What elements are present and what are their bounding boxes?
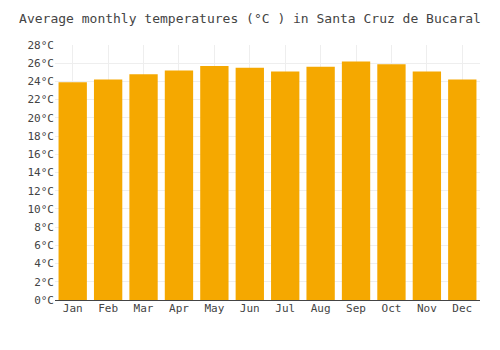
svg-text:6°C: 6°C — [34, 239, 54, 252]
svg-text:Jun: Jun — [240, 302, 260, 315]
svg-text:Oct: Oct — [382, 302, 402, 315]
svg-text:26°C: 26°C — [28, 57, 55, 70]
svg-text:22°C: 22°C — [28, 93, 55, 106]
svg-text:10°C: 10°C — [28, 203, 55, 216]
svg-text:Feb: Feb — [98, 302, 118, 315]
svg-text:4°C: 4°C — [34, 257, 54, 270]
svg-text:Apr: Apr — [169, 302, 189, 315]
svg-text:Aug: Aug — [311, 302, 331, 315]
svg-text:May: May — [204, 302, 224, 315]
svg-text:Mar: Mar — [134, 302, 154, 315]
svg-text:8°C: 8°C — [34, 221, 54, 234]
svg-text:28°C: 28°C — [28, 39, 55, 52]
svg-text:Jul: Jul — [275, 302, 295, 315]
svg-text:Sep: Sep — [346, 302, 366, 315]
svg-text:18°C: 18°C — [28, 130, 55, 143]
svg-text:14°C: 14°C — [28, 166, 55, 179]
svg-text:0°C: 0°C — [34, 294, 54, 307]
svg-text:12°C: 12°C — [28, 185, 55, 198]
svg-text:2°C: 2°C — [34, 276, 54, 289]
svg-text:16°C: 16°C — [28, 148, 55, 161]
svg-text:Jan: Jan — [63, 302, 83, 315]
svg-text:Dec: Dec — [452, 302, 472, 315]
svg-text:Average monthly temperatures (: Average monthly temperatures (°C ) in Sa… — [19, 11, 481, 26]
svg-text:24°C: 24°C — [28, 75, 55, 88]
svg-text:20°C: 20°C — [28, 112, 55, 125]
svg-text:Nov: Nov — [417, 302, 437, 315]
